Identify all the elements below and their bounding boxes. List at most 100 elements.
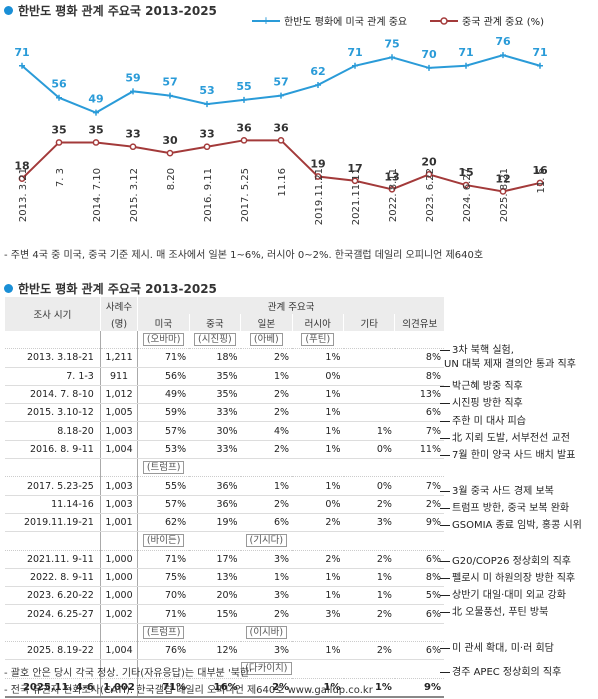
us-data-label: 70	[421, 48, 437, 61]
row-cell	[189, 623, 241, 643]
leader-dash-icon	[440, 490, 450, 492]
event-text: 北 오물풍선, 푸틴 방북	[452, 607, 549, 618]
row-cell: 9%	[394, 678, 444, 698]
china-data-label: 35	[88, 123, 103, 136]
row-cell: 8%	[394, 348, 444, 368]
row-cell: 1%	[292, 403, 344, 423]
header-n2: (명)	[99, 314, 138, 331]
row-date	[4, 531, 101, 551]
survey-table: 조사 시기 사례수 관계 주요국 (명) 미국 중국 일본 러시아 기타 의견유…	[4, 297, 444, 698]
header-col-us: 미국	[137, 314, 190, 331]
row-date: 2025.11. 4-6	[4, 678, 101, 698]
x-tick-label: 2017. 5.25	[240, 168, 251, 222]
row-cell: 1%	[292, 586, 344, 606]
row-cell: 2%	[394, 495, 444, 514]
leader-dash-icon	[440, 594, 450, 596]
leader-name-tag: (푸틴)	[301, 333, 335, 347]
row-cell: 57%	[137, 421, 190, 441]
row-cell: 2%	[292, 550, 344, 569]
row-cell: 6%	[394, 641, 444, 661]
china-point	[55, 139, 63, 146]
us-point	[167, 92, 173, 99]
legend-china-label: 중국 관계 중요 (%)	[462, 16, 544, 28]
x-tick-label: 2019.11.21	[314, 168, 325, 225]
x-axis-labels: 2013. 3.21 7. 3 2014. 7.10 2015. 3.12 8.20 20…	[18, 168, 547, 225]
leader-row: (바이든) (기시다)	[4, 531, 444, 551]
row-cell: 13%	[189, 568, 241, 588]
event-text: 상반기 대일·대미 외교 강화	[452, 590, 566, 601]
event-text: 7월 한미 양국 사드 배치 발표	[452, 450, 576, 461]
event-text: G20/COP26 정상회의 직후	[452, 556, 572, 567]
row-cell	[343, 348, 395, 368]
row-cell	[292, 623, 344, 643]
row-cell	[189, 531, 241, 551]
china-point	[277, 136, 285, 144]
event-text: 펠로시 미 하원의장 방한 직후	[452, 573, 576, 584]
row-cell: 2%	[240, 385, 293, 405]
row-cell: 1%	[292, 476, 344, 496]
row-date	[4, 331, 101, 350]
row-date: 7. 1-3	[4, 367, 101, 386]
row-cell: 2%	[240, 678, 293, 698]
china-point	[499, 188, 507, 195]
row-cell: 0%	[343, 476, 395, 496]
chart-note: - 주변 4국 중 미국, 중국 기준 제시. 매 조사에서 일본 1~6%, …	[4, 250, 484, 261]
row-cell: 5%	[394, 586, 444, 606]
x-tick-label: 2013. 3.21	[18, 168, 29, 222]
leader-row: (다카이치)	[4, 659, 444, 679]
row-cell: 2%	[240, 440, 293, 460]
chart-title-text: 한반도 평화 관계 주요국 2013-2025	[18, 4, 217, 18]
leader-dash-icon	[440, 507, 450, 509]
event-text: 경주 APEC 정상회의 직후	[452, 667, 562, 678]
leader-dash-icon	[440, 647, 450, 649]
row-sample-size: 1,002	[99, 604, 139, 624]
row-cell: 75%	[137, 568, 190, 588]
row-cell: 8%	[394, 367, 444, 386]
us-data-label: 62	[310, 65, 325, 78]
table-row: 11.14-16 1,003 57% 36% 2% 0% 2% 2%	[4, 495, 444, 514]
table-row: 2019.11.19-21 1,001 62% 19% 6% 2% 3% 9%	[4, 513, 444, 533]
row-cell: 17%	[189, 550, 241, 569]
table-row: 2022. 8. 9-11 1,000 75% 13% 1% 1% 1% 8%	[4, 568, 444, 588]
footer-note-2: - 전국 유권자 전화조사(CATI). 한국갤럽 데일리 오피니언 제640호…	[4, 685, 373, 696]
row-cell: (시진핑)	[189, 331, 241, 350]
row-cell: 71%	[137, 678, 190, 698]
china-point	[351, 177, 359, 185]
event-text: 北 지뢰 도발, 서부전선 교전	[452, 433, 570, 444]
row-date: 2024. 6.25-27	[4, 604, 101, 624]
us-point	[426, 64, 432, 71]
row-date: 2021.11. 9-11	[4, 550, 101, 569]
leader-row: (트럼프) (이시바)	[4, 623, 444, 643]
row-sample-size: 1,012	[99, 385, 139, 405]
china-point	[536, 179, 544, 187]
row-cell: 7%	[394, 476, 444, 496]
row-cell	[137, 659, 190, 679]
table-title-text: 한반도 평화 관계 주요국 2013-2025	[18, 282, 217, 296]
us-data-label: 55	[236, 80, 251, 93]
row-cell	[292, 659, 344, 679]
row-sample-size: 1,000	[99, 568, 139, 588]
x-tick-label: 7. 3	[55, 168, 66, 187]
row-cell	[292, 531, 344, 551]
china-data-label: 36	[236, 121, 252, 134]
row-cell: (오바마)	[137, 331, 190, 350]
row-cell: 3%	[240, 586, 293, 606]
row-cell: 56%	[137, 367, 190, 386]
us-data-label: 71	[532, 46, 547, 59]
header-col-undecided: 의견유보	[394, 314, 444, 331]
row-cell: 1%	[292, 421, 344, 441]
row-date: 2017. 5.23-25	[4, 476, 101, 496]
row-date: 11.14-16	[4, 495, 101, 514]
china-data-label: 30	[162, 134, 178, 147]
leader-name-tag: (기시다)	[245, 534, 288, 548]
header-group: 관계 주요국	[137, 297, 444, 314]
row-cell: 1%	[343, 678, 395, 698]
us-point	[204, 101, 210, 108]
row-cell: 2%	[343, 550, 395, 569]
china-data-label: 20	[421, 155, 437, 168]
row-cell: 6%	[240, 513, 293, 533]
row-sample-size	[99, 623, 139, 643]
leader-dash-icon	[440, 524, 450, 526]
us-point	[463, 62, 469, 69]
event-text: 미 관세 확대, 미·러 회담	[452, 643, 554, 654]
